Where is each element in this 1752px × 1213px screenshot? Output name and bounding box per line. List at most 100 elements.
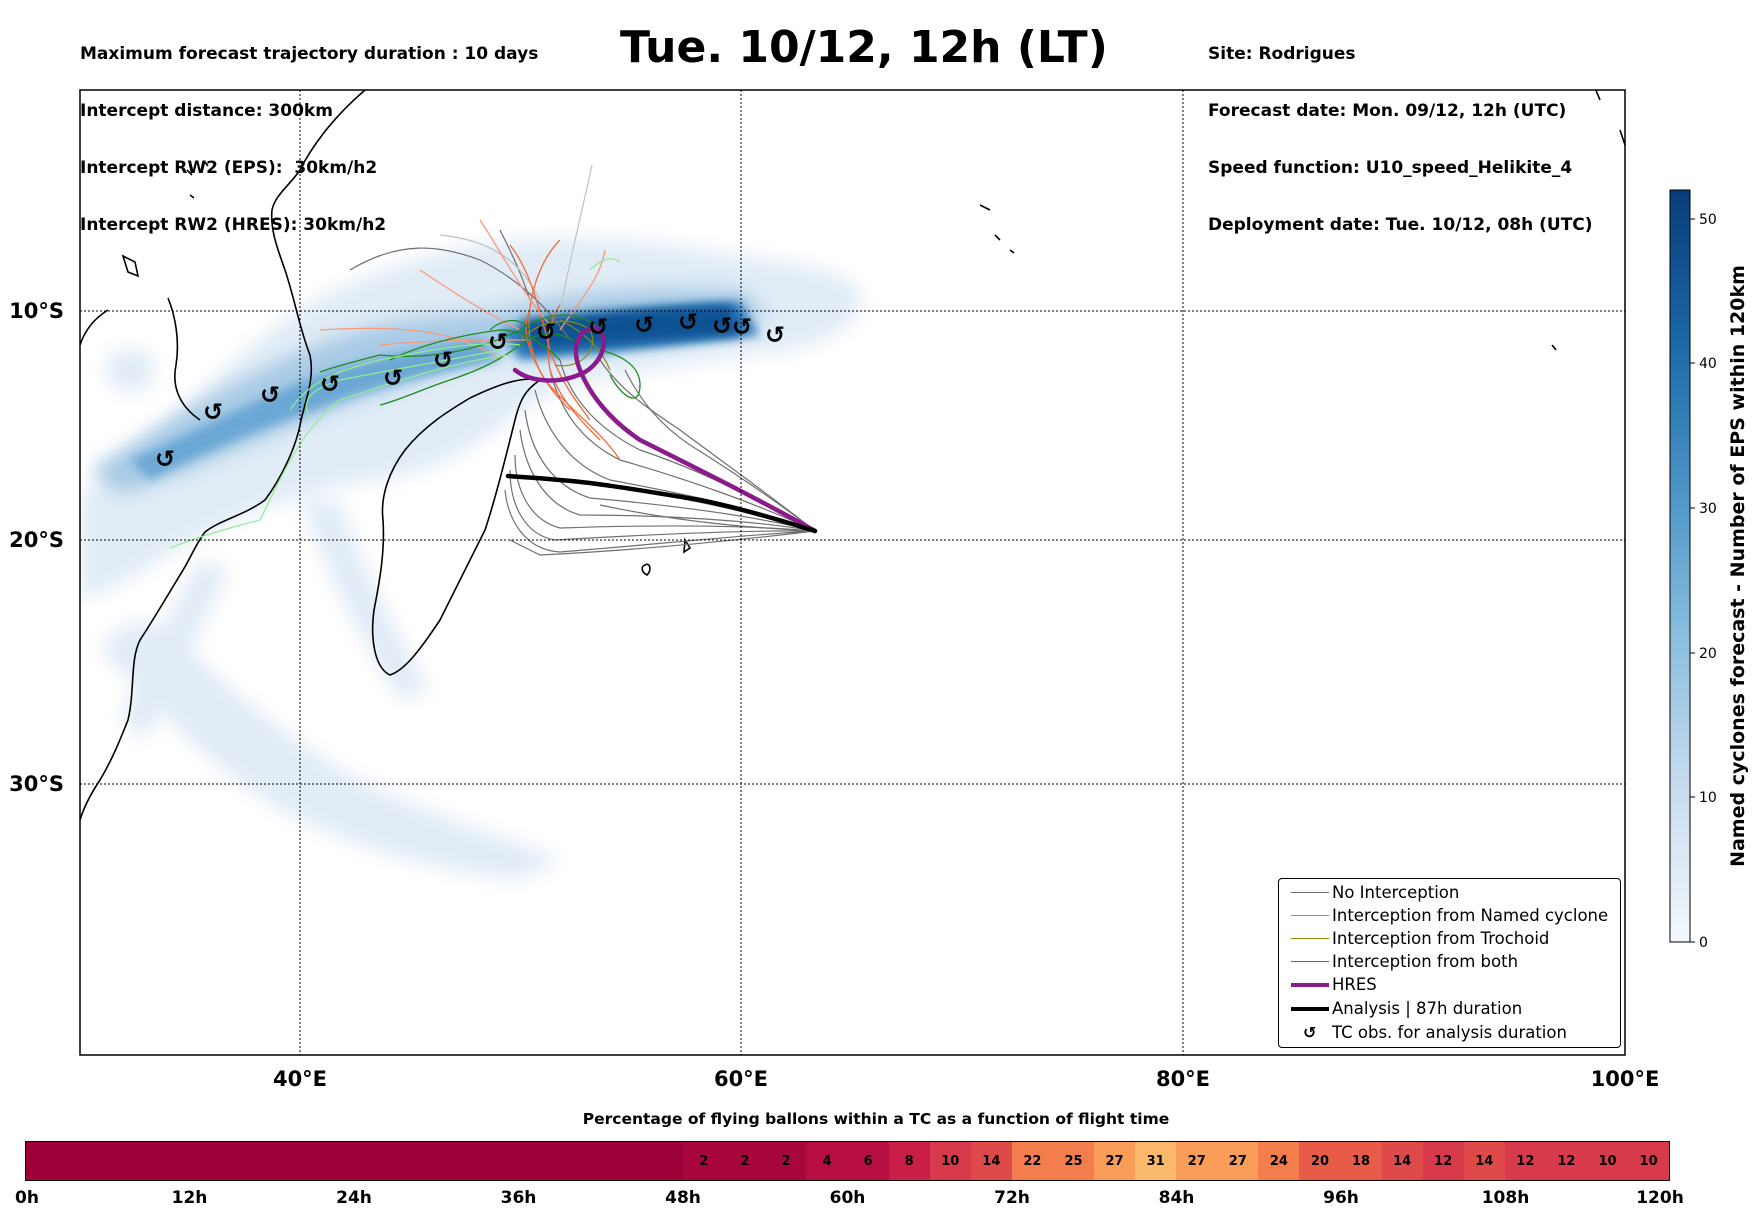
flight-bar-tick-label: 96h [1323,1188,1359,1208]
legend-swatch [1291,983,1329,987]
flight-time-bar: 2 2 2 4 6 8 10 14 22 25 27 31 27 27 24 20 18 14 12 14 12 12 10… [25,1141,1670,1181]
lat-label: 20°S [9,528,64,552]
flight-bar-cell [642,1142,684,1180]
lon-axis-labels: 40°E 60°E 80°E 100°E [273,1067,1659,1091]
header-left-line: Intercept RW2 (HRES): 30km/h2 [80,215,387,235]
flight-bar-cell [231,1142,273,1180]
tc-obs-icon: ↺ [1303,1023,1317,1042]
legend-label: Interception from both [1332,952,1519,971]
flight-bar-tick-label: 108h [1481,1188,1530,1208]
flight-bar-cell: 14 [1463,1142,1505,1180]
flight-bar-tick-label: 84h [1158,1188,1195,1208]
flight-bar-cell [518,1142,561,1180]
flight-bar-cell: 10 [929,1142,971,1180]
colorbar-tick: 20 [1699,646,1717,662]
flight-bar-cell: 27 [1094,1142,1136,1180]
legend-swatch [1291,892,1329,893]
tc-obs-symbol: ↺ [488,328,508,356]
header-left-line: Intercept RW2 (EPS): 30km/h2 [80,158,378,178]
gridlines [80,90,1625,1055]
flight-bar-cell: 6 [847,1142,889,1180]
flight-bar-cell [108,1142,150,1180]
tc-obs-symbol: ↺ [536,318,556,346]
flight-bar-cell: 12 [1504,1142,1546,1180]
tc-obs-symbol: ↺ [260,381,280,409]
header-left-line: Intercept distance: 300km [80,101,333,121]
flight-bar-cell: 25 [1052,1142,1095,1180]
tc-observation-markers: ↺ ↺ ↺ ↺ ↺ ↺ ↺ ↺ ↺ ↺ ↺ ↺ ↺ ↺ [155,308,785,473]
flight-bar-cell: 2 [765,1142,807,1180]
legend-label: No Interception [1332,883,1460,902]
lon-label: 40°E [273,1067,327,1091]
analysis-trajectory [505,473,818,534]
lat-label: 30°S [9,772,64,796]
flight-bar-title: Percentage of flying ballons within a TC… [582,1110,1170,1128]
colorbar-tick: 40 [1699,356,1717,372]
lon-label: 80°E [1156,1067,1210,1091]
flight-bar-tick-label: 12h [171,1188,208,1208]
tc-obs-symbol: ↺ [732,313,752,341]
colorbar-tick: 30 [1699,501,1717,517]
flight-bar-cell: 31 [1135,1142,1177,1180]
legend-swatch [1291,1007,1329,1011]
legend-item-analysis: Analysis | 87h duration [1279,998,1620,1020]
flight-bar-cell [272,1142,314,1180]
colorbar-tick: 50 [1699,212,1717,228]
lat-axis-labels: 10°S 20°S 30°S [9,299,64,796]
tc-obs-symbol: ↺ [678,308,698,336]
legend-item-trochoid: Interception from Trochoid [1279,928,1620,950]
header-right-line: Deployment date: Tue. 10/12, 08h (UTC) [1208,215,1593,235]
flight-bar-cell: 4 [806,1142,848,1180]
colorbar-label: Named cyclones forecast - Number of EPS … [1727,265,1749,867]
legend-item-tc-obs: ↺ TC obs. for analysis duration [1279,1022,1620,1044]
flight-bar-cell: 10 [1586,1142,1629,1180]
flight-bar-cell [477,1142,519,1180]
colorbar-tick: 10 [1699,790,1717,806]
flight-bar-cell [560,1142,602,1180]
flight-bar-cell [26,1142,68,1180]
flight-bar-cell [436,1142,478,1180]
flight-bar-tick-label: 60h [829,1188,866,1208]
flight-bar-cell [149,1142,191,1180]
legend-item-hres: HRES [1279,974,1620,996]
flight-bar-cell: 12 [1545,1142,1587,1180]
tc-obs-symbol: ↺ [155,445,175,473]
legend-label: Analysis | 87h duration [1332,999,1523,1018]
flight-bar-tick-label: 0h [15,1188,39,1208]
flight-bar-cell [601,1142,643,1180]
tc-obs-symbol: ↺ [712,312,732,340]
cyclone-density-field [80,237,862,880]
header-right-line: Forecast date: Mon. 09/12, 12h (UTC) [1208,101,1567,121]
flight-bar-cell: 2 [683,1142,725,1180]
tc-obs-symbol: ↺ [203,398,223,426]
header-right-line: Site: Rodrigues [1208,44,1356,64]
legend-item-both: Interception from both [1279,951,1620,973]
header-left: Maximum forecast trajectory duration : 1… [80,7,538,254]
legend-item-no-interception: No Interception [1279,882,1620,904]
colorbar: 0 10 20 30 40 50 Named cyclones forecast… [1669,189,1749,951]
flight-bar-cell: 14 [1381,1142,1423,1180]
flight-bar-cell: 18 [1340,1142,1382,1180]
flight-bar-cell: 8 [888,1142,930,1180]
flight-bar-cell: 14 [970,1142,1012,1180]
trajectory-map: ↺ ↺ ↺ ↺ ↺ ↺ ↺ ↺ ↺ ↺ ↺ ↺ ↺ ↺ 10°S 2 [9,89,1749,1091]
flight-bar-tick-label: 48h [665,1188,701,1208]
flight-bar-tick-label: 36h [500,1188,537,1208]
header-right-line: Speed function: U10_speed_Helikite_4 [1208,158,1573,178]
flight-bar-cell [354,1142,396,1180]
flight-bar-tick-label: 24h [336,1188,372,1208]
header-right: Site: Rodrigues Forecast date: Mon. 09/1… [1208,7,1593,254]
legend-label: TC obs. for analysis duration [1332,1023,1567,1042]
trajectories-light-green [169,258,621,549]
flight-bar-cell: 24 [1258,1142,1300,1180]
trajectories-both [319,314,641,406]
tc-obs-symbol: ↺ [383,364,403,392]
legend-swatch [1291,961,1329,962]
flight-bar-cell: 10 [1628,1142,1670,1180]
legend-swatch [1291,938,1329,939]
legend-label: Interception from Trochoid [1332,929,1550,948]
lon-label: 100°E [1591,1067,1660,1091]
flight-bar-cell: 2 [724,1142,766,1180]
flight-bar-cell: 27 [1217,1142,1259,1180]
tc-obs-symbol: ↺ [588,313,608,341]
